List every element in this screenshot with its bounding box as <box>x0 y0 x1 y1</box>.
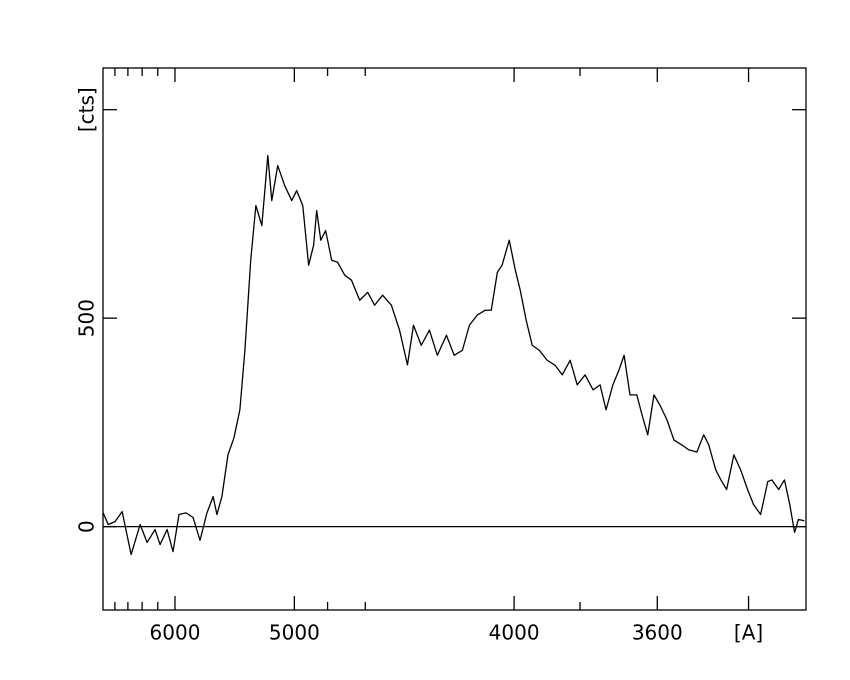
y-tick-label: 0 <box>75 520 99 533</box>
x-tick-label: 4000 <box>489 621 540 645</box>
plot-frame <box>102 67 807 611</box>
x-tick-label: 5000 <box>269 621 320 645</box>
y-tick-label: 500 <box>75 299 99 337</box>
x-tick-label: 6000 <box>150 621 201 645</box>
x-tick-label: 3600 <box>632 621 683 645</box>
x-tick-label: [A] <box>734 621 763 645</box>
spectrum-line <box>102 154 805 556</box>
y-tick-label: [cts] <box>75 87 99 132</box>
